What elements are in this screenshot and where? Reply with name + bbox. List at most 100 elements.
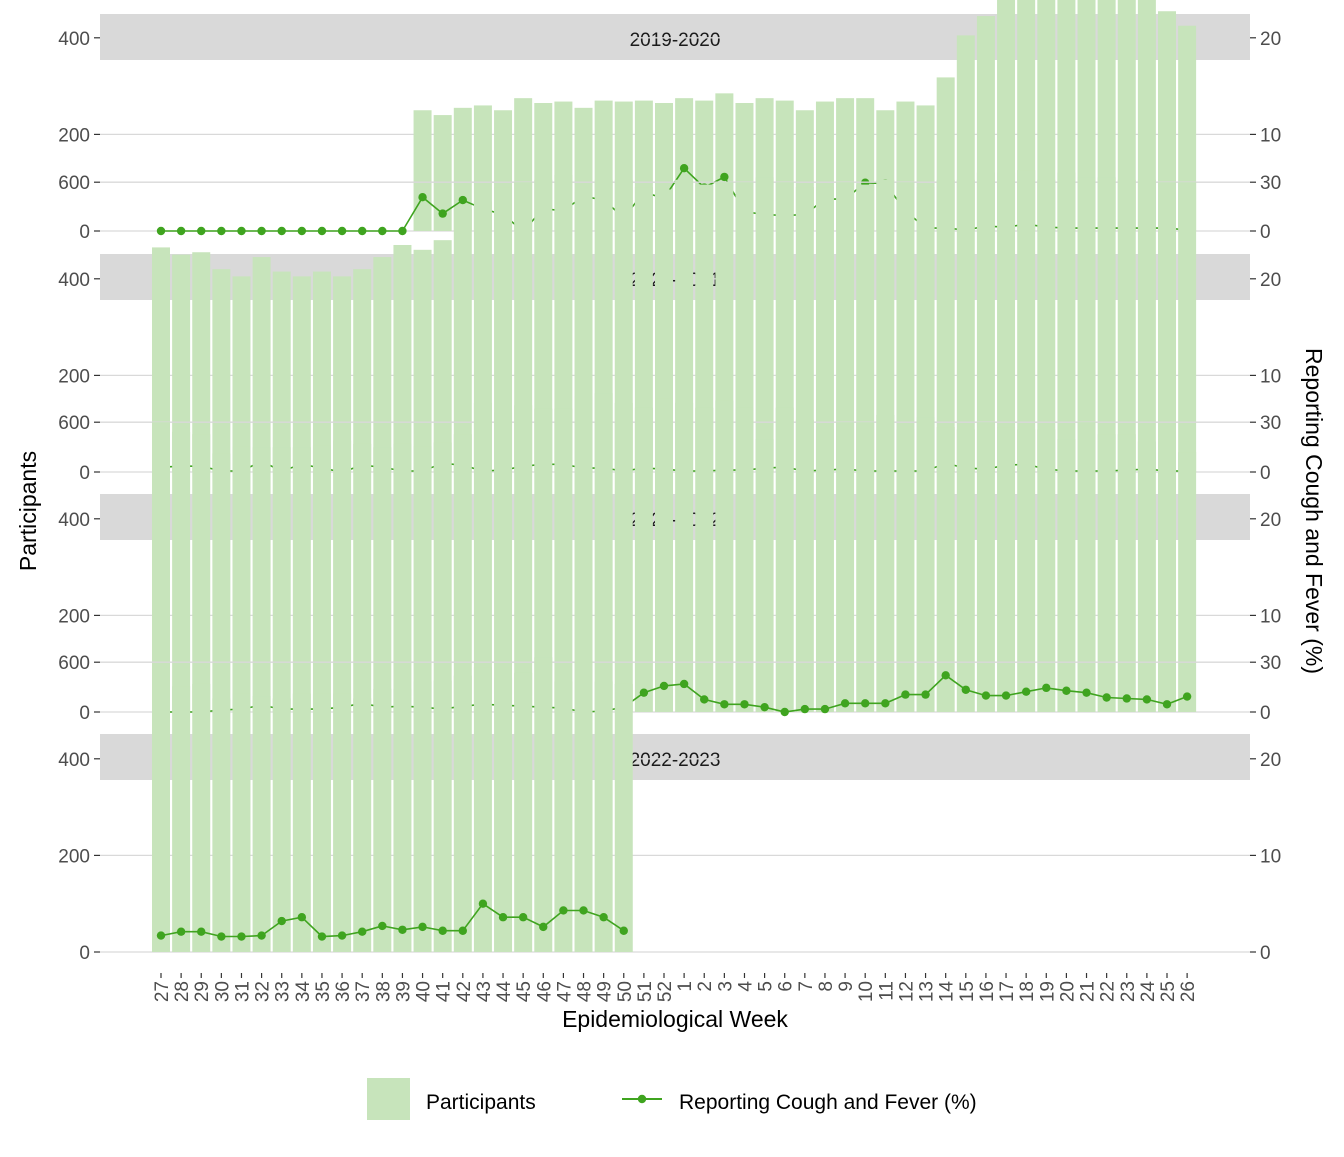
- x-tick-label: 24: [1138, 981, 1159, 1003]
- participants-bar: [433, 115, 452, 231]
- cough-fever-point: [679, 164, 689, 173]
- participants-bar: [433, 240, 452, 472]
- participants-bar: [473, 667, 492, 952]
- y-right-tick-label: 20: [1260, 750, 1281, 771]
- cough-fever-point: [217, 226, 226, 236]
- cough-fever-point: [217, 932, 226, 941]
- cough-fever-point: [337, 931, 347, 940]
- cough-fever-point: [861, 699, 870, 708]
- cough-fever-point: [257, 931, 266, 940]
- participants-bar: [554, 174, 573, 472]
- participants-bar: [292, 276, 311, 472]
- cough-fever-point: [780, 707, 789, 717]
- participants-bar: [1037, 0, 1056, 231]
- x-tick-label: 46: [534, 981, 555, 1002]
- participants-bar: [494, 187, 513, 472]
- participants-bar: [534, 408, 553, 712]
- y-right-tick-label: 10: [1260, 366, 1281, 387]
- participants-bar: [433, 442, 452, 712]
- cough-fever-point: [559, 906, 568, 915]
- participants-bar: [896, 429, 915, 712]
- y-right-tick-label: 0: [1260, 703, 1271, 724]
- participants-bar: [413, 446, 432, 712]
- x-tick-label: 38: [373, 981, 394, 1002]
- participants-bar: [1077, 177, 1096, 472]
- cough-fever-point: [317, 932, 327, 941]
- participants-bar: [353, 443, 372, 712]
- cough-fever-line: [160, 902, 625, 938]
- participants-bar: [514, 672, 533, 952]
- x-tick-label: 27: [152, 981, 173, 1002]
- x-tick-label: 44: [494, 981, 515, 1003]
- y-right-tick-label: 0: [1260, 222, 1271, 243]
- participants-bar: [192, 434, 211, 712]
- participants-bar: [1117, 179, 1136, 472]
- cough-fever-point: [197, 927, 206, 936]
- legend-point-key: [637, 1094, 647, 1104]
- x-tick-label: 6: [776, 981, 797, 992]
- cough-fever-point: [176, 927, 186, 936]
- participants-bar: [353, 698, 372, 952]
- y-right-tick-label: 10: [1260, 846, 1281, 867]
- participants-bar: [413, 249, 432, 472]
- participants-bar: [936, 427, 955, 712]
- cough-fever-point: [740, 700, 749, 709]
- participants-bar: [192, 683, 211, 952]
- x-tick-label: 35: [313, 981, 334, 1002]
- participants-bar: [1077, 0, 1096, 232]
- cough-fever-point: [498, 913, 508, 922]
- legend-bar-key: [367, 1078, 410, 1120]
- cough-fever-point: [156, 226, 166, 236]
- participants-bar: [333, 693, 352, 952]
- x-tick-label: 50: [615, 981, 636, 1002]
- cough-fever-point: [659, 681, 669, 691]
- cough-fever-point: [398, 925, 407, 934]
- cough-fever-point: [277, 916, 286, 926]
- participants-bar: [554, 681, 573, 952]
- cough-fever-point: [297, 913, 307, 922]
- y-right-tick-label: 10: [1260, 125, 1281, 146]
- x-tick-label: 28: [172, 981, 193, 1002]
- participants-bar: [1037, 429, 1056, 712]
- cough-fever-point: [1122, 694, 1131, 703]
- cough-fever-point: [619, 926, 628, 935]
- x-tick-label: 4: [735, 981, 756, 992]
- participants-bar: [453, 208, 472, 472]
- participants-bar: [534, 657, 553, 952]
- cough-fever-point: [478, 899, 488, 908]
- x-tick-label: 23: [1118, 981, 1139, 1002]
- x-tick-label: 7: [796, 981, 817, 992]
- x-tick-label: 5: [756, 981, 777, 992]
- x-tick-label: 49: [595, 981, 616, 1002]
- participants-bar: [272, 447, 291, 712]
- y-tick-label: 400: [58, 750, 90, 771]
- participants-bar: [997, 427, 1016, 712]
- cough-fever-point: [358, 226, 367, 236]
- cough-fever-point: [820, 704, 830, 714]
- participants-bar: [1097, 177, 1116, 472]
- participants-bar: [433, 680, 452, 952]
- y-tick-label: 600: [58, 173, 90, 194]
- y-right-tick-label: 20: [1260, 510, 1281, 531]
- x-tick-label: 39: [393, 981, 414, 1002]
- participants-bar: [152, 681, 170, 952]
- participants-bar: [413, 110, 432, 231]
- facet-strip: [100, 734, 1250, 780]
- cough-fever-point: [418, 192, 427, 202]
- cough-fever-point: [438, 926, 447, 935]
- x-tick-label: 33: [273, 981, 294, 1002]
- cough-fever-point: [337, 226, 347, 236]
- cough-fever-point: [700, 695, 709, 704]
- cough-fever-point: [277, 226, 286, 236]
- x-tick-label: 40: [414, 981, 435, 1002]
- participants-bar: [1117, 434, 1136, 712]
- participants-bar: [594, 681, 613, 952]
- x-tick-label: 11: [876, 981, 897, 1001]
- y-right-tick-label: 30: [1260, 173, 1281, 194]
- cough-fever-point: [1162, 700, 1172, 709]
- x-tick-label: 42: [454, 981, 475, 1002]
- x-tick-label: 52: [655, 981, 676, 1002]
- cough-fever-point: [961, 685, 970, 694]
- cough-fever-point: [1042, 683, 1051, 693]
- participants-bar: [393, 688, 412, 952]
